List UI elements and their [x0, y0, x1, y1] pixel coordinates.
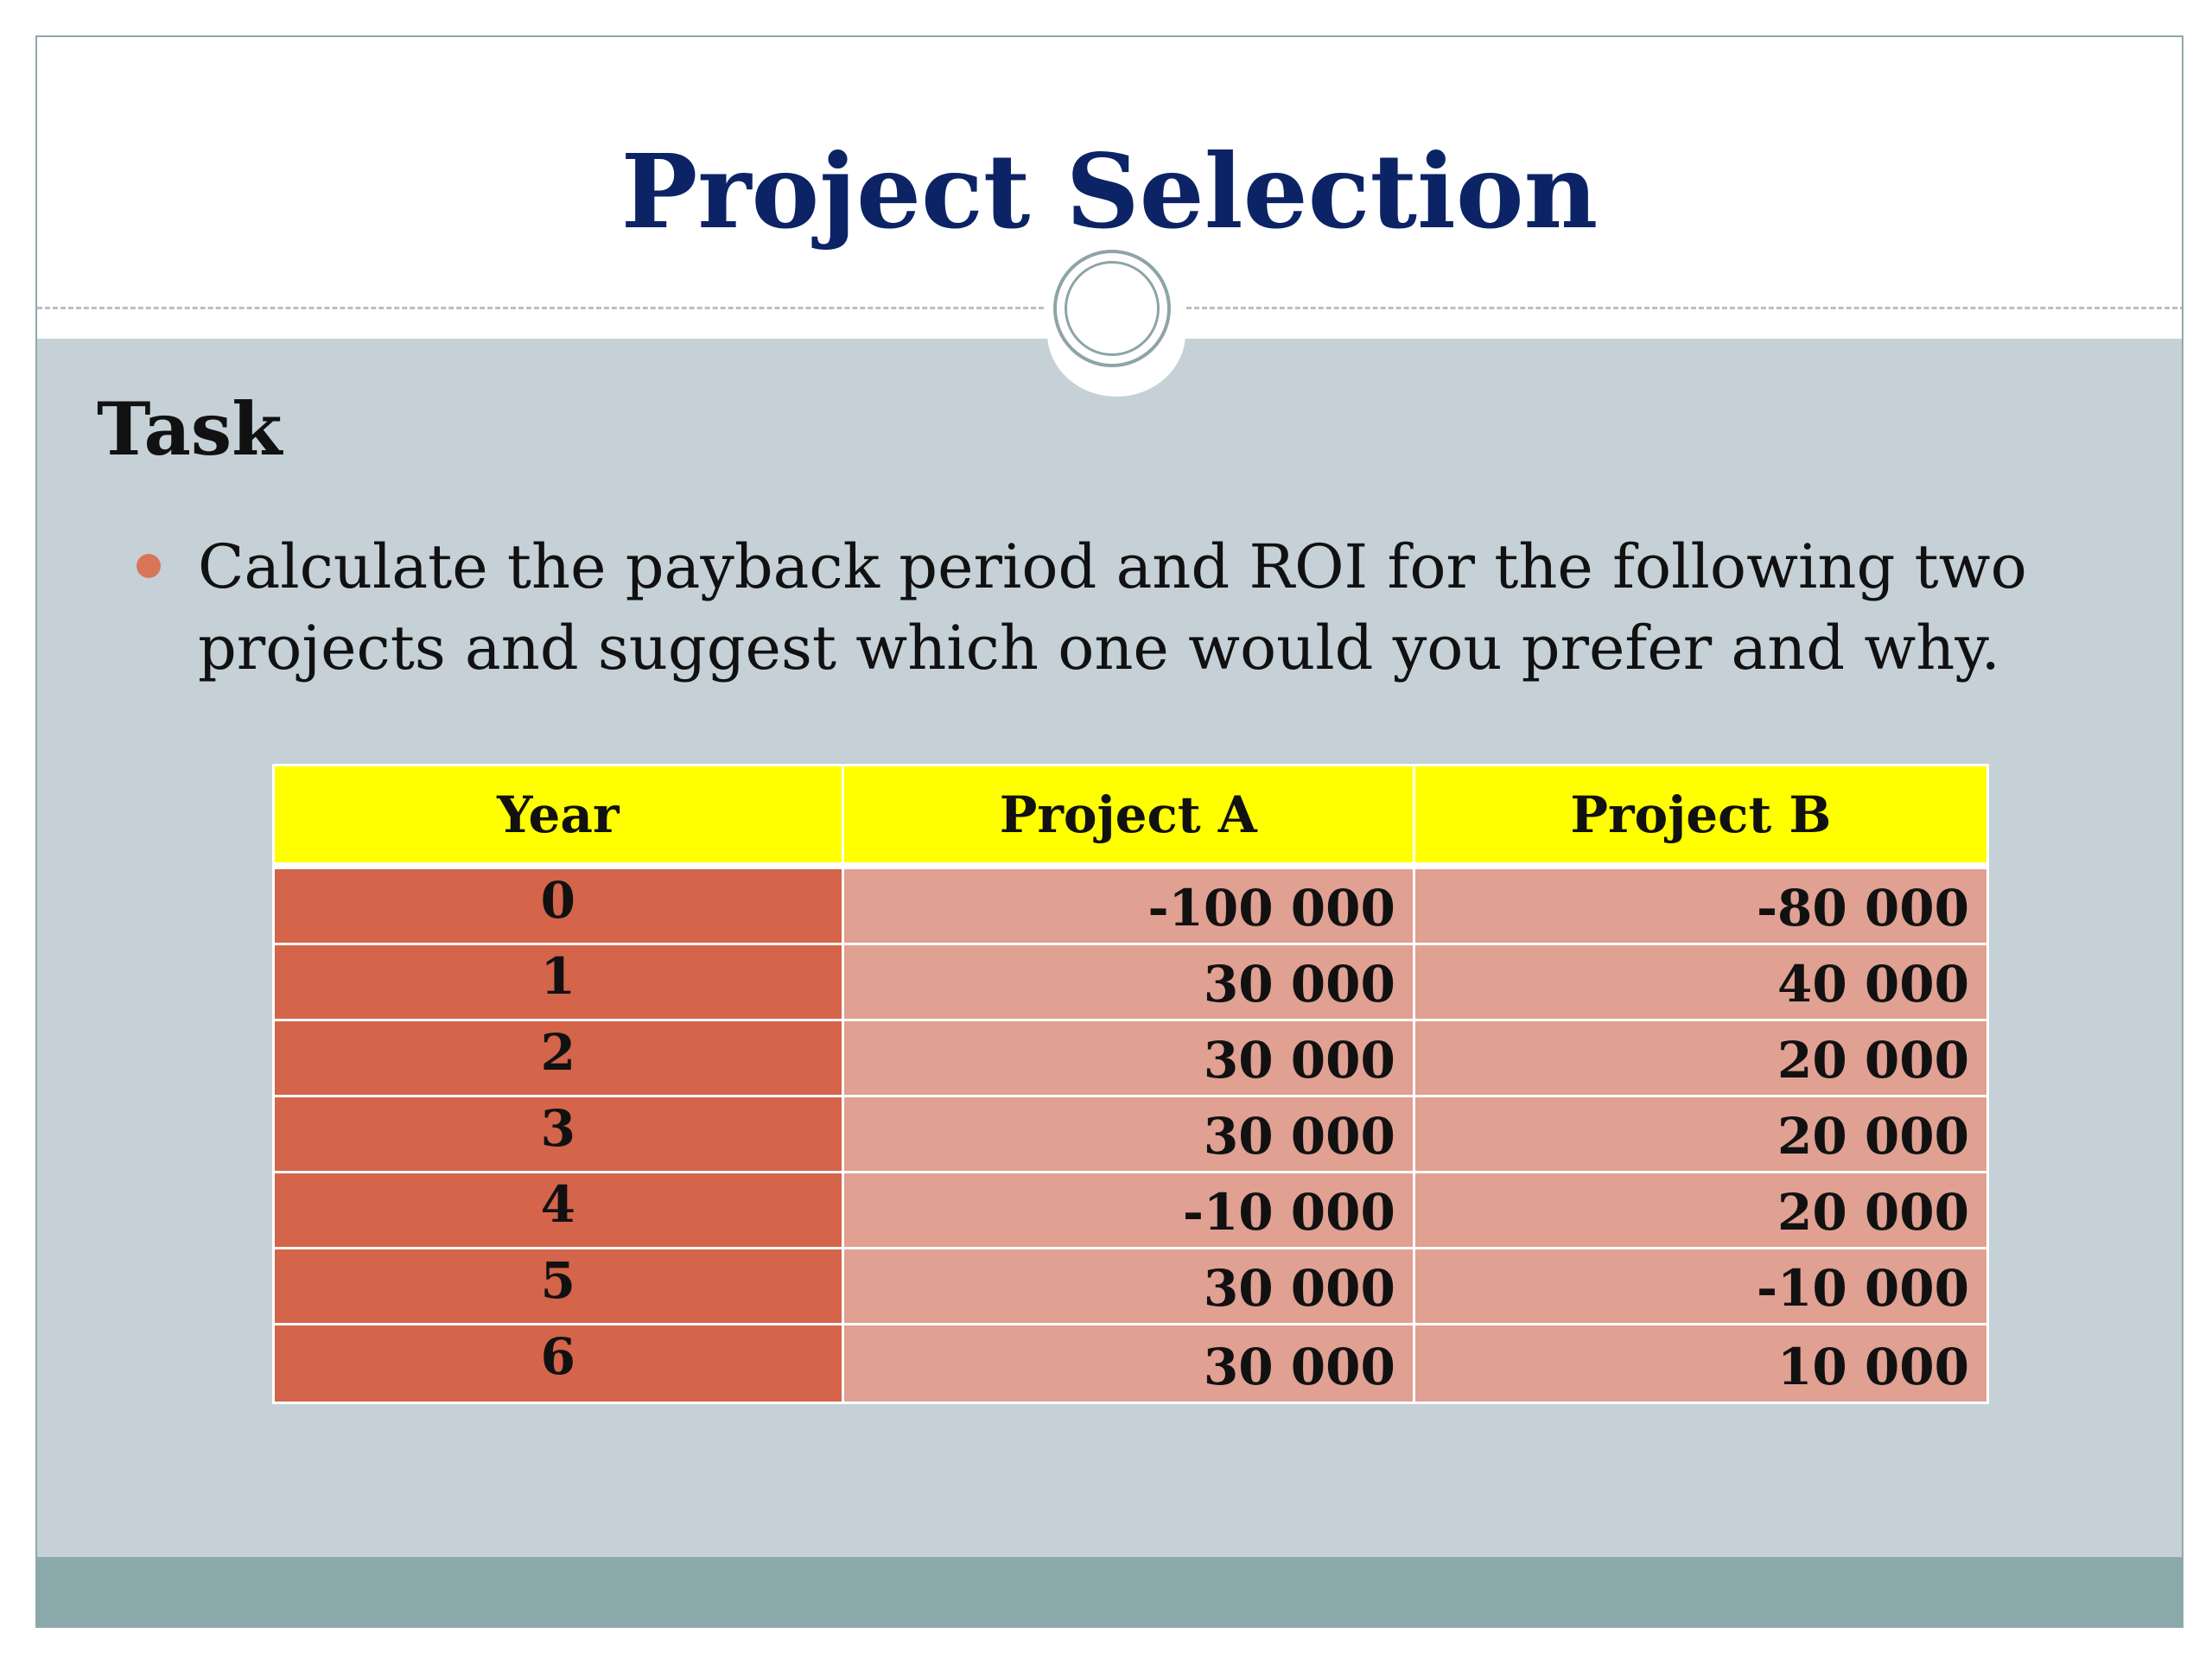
- table-row: 3 30 000 20 000: [275, 1097, 1986, 1173]
- section-heading: Task: [97, 386, 283, 472]
- table-row: 4 -10 000 20 000: [275, 1173, 1986, 1249]
- project-b-cell: 20 000: [1414, 1173, 1986, 1249]
- year-cell: 1: [275, 945, 844, 1021]
- bullet-text: Calculate the payback period and ROI for…: [198, 531, 2027, 683]
- year-cell: 2: [275, 1021, 844, 1097]
- project-a-cell: -100 000: [843, 869, 1415, 945]
- year-cell: 0: [275, 869, 844, 945]
- table-row: 2 30 000 20 000: [275, 1021, 1986, 1097]
- table-header-row: Year Project A Project B: [275, 766, 1986, 869]
- project-b-cell: 40 000: [1414, 945, 1986, 1021]
- project-a-cell: 30 000: [843, 1325, 1415, 1402]
- slide-title: Project Selection: [620, 131, 1599, 251]
- project-a-cell: 30 000: [843, 1249, 1415, 1325]
- title-divider-right: [1186, 307, 2182, 309]
- year-cell: 5: [275, 1249, 844, 1325]
- table-row: 6 30 000 10 000: [275, 1325, 1986, 1402]
- table-row: 1 30 000 40 000: [275, 945, 1986, 1021]
- header-year: Year: [275, 766, 844, 869]
- project-b-cell: -80 000: [1414, 869, 1986, 945]
- circle-ornament-icon: [1053, 250, 1171, 367]
- project-a-cell: -10 000: [843, 1173, 1415, 1249]
- year-cell: 4: [275, 1173, 844, 1249]
- project-b-cell: 20 000: [1414, 1021, 1986, 1097]
- project-a-cell: 30 000: [843, 1097, 1415, 1173]
- project-b-cell: -10 000: [1414, 1249, 1986, 1325]
- title-divider-left: [37, 307, 1044, 309]
- header-project-a: Project A: [843, 766, 1415, 869]
- project-a-cell: 30 000: [843, 945, 1415, 1021]
- project-b-cell: 10 000: [1414, 1325, 1986, 1402]
- project-b-cell: 20 000: [1414, 1097, 1986, 1173]
- table-row: 0 -100 000 -80 000: [275, 869, 1986, 945]
- year-cell: 6: [275, 1325, 844, 1402]
- cash-flow-table: Year Project A Project B 0 -100 000 -80 …: [272, 764, 1989, 1404]
- footer-band: [37, 1557, 2182, 1626]
- year-cell: 3: [275, 1097, 844, 1173]
- slide: Project Selection Task Calculate the pay…: [35, 35, 2183, 1628]
- table-row: 5 30 000 -10 000: [275, 1249, 1986, 1325]
- header-project-b: Project B: [1414, 766, 1986, 869]
- bullet-dot-icon: [137, 554, 161, 578]
- project-a-cell: 30 000: [843, 1021, 1415, 1097]
